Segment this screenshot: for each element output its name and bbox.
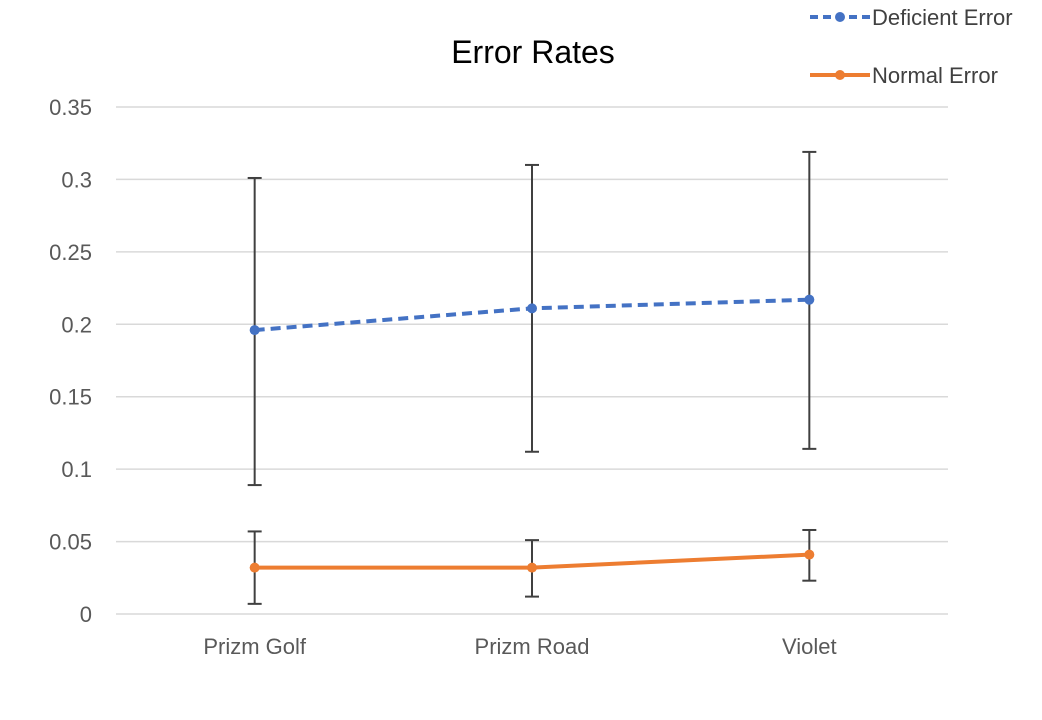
legend-item-normal-error: Normal Error — [808, 60, 1042, 90]
legend-label-deficient-error: Deficient Error — [872, 5, 1013, 30]
data-point-normal-error — [249, 562, 260, 573]
y-tick-label: 0.3 — [61, 167, 92, 192]
data-point-deficient-error — [804, 294, 815, 305]
y-tick-label: 0.05 — [49, 530, 92, 555]
legend-swatch-normal-error — [810, 70, 870, 80]
legend-swatch-deficient-error — [810, 12, 870, 22]
x-tick-label: Prizm Road — [475, 634, 590, 659]
data-point-deficient-error — [249, 325, 260, 336]
data-point-normal-error — [527, 562, 537, 573]
chart-title: Error Rates — [451, 34, 615, 70]
y-tick-label: 0 — [80, 602, 92, 627]
y-tick-label: 0.25 — [49, 240, 92, 265]
y-tick-label: 0.1 — [61, 457, 92, 482]
legend-label-normal-error: Normal Error — [872, 63, 998, 88]
y-tick-label: 0.2 — [61, 312, 92, 337]
x-tick-label: Violet — [782, 634, 837, 659]
data-point-normal-error — [804, 549, 815, 560]
data-point-deficient-error — [527, 303, 537, 314]
y-tick-label: 0.15 — [49, 385, 92, 410]
x-tick-label: Prizm Golf — [203, 634, 307, 659]
legend-item-deficient-error: Deficient Error — [808, 2, 1042, 32]
y-tick-label: 0.35 — [49, 95, 92, 120]
